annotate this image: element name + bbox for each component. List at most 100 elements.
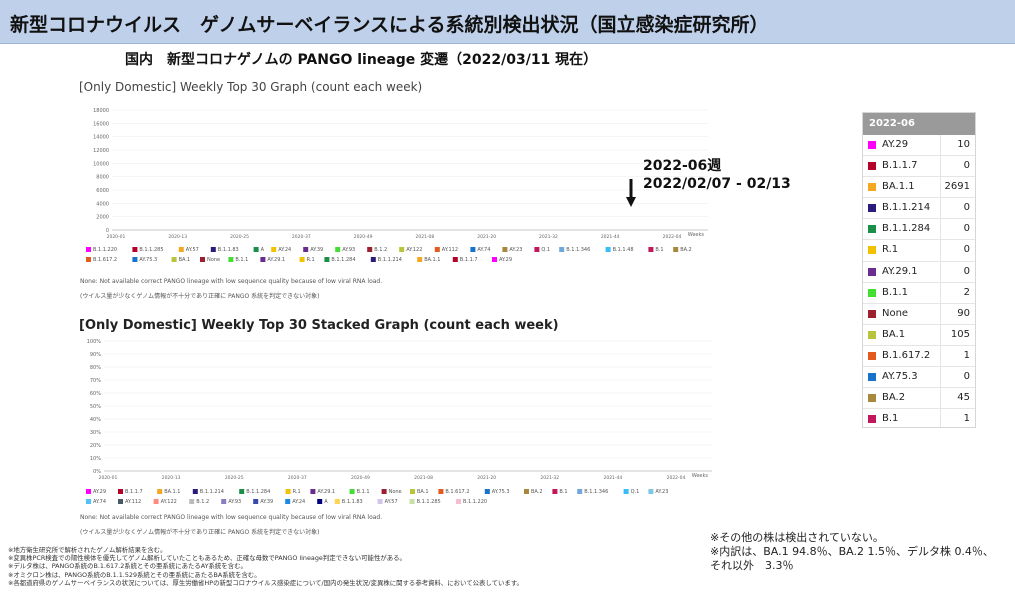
lineage-count: 0	[963, 160, 970, 172]
legend-swatch	[417, 257, 423, 262]
lineage-row: AY.29.1 0	[863, 261, 975, 283]
legend-swatch	[253, 247, 259, 252]
row-divider	[940, 367, 941, 389]
legend-swatch	[132, 247, 138, 252]
legend-label: BA.1.1	[164, 489, 180, 495]
legend-label: B.1.1.284	[246, 489, 270, 495]
lineage-name: B.1	[882, 413, 899, 425]
legend-swatch	[370, 257, 376, 262]
legend-label: B.1.1.48	[613, 247, 634, 253]
lineage-name: None	[882, 307, 909, 319]
lineage-row: R.1 0	[863, 240, 975, 262]
legend-swatch	[260, 257, 266, 262]
legend-swatch	[335, 247, 341, 252]
legend-label: BA.1.1	[424, 257, 440, 263]
y-tick-label: 10%	[90, 456, 101, 462]
annotation-range: 2022/02/07 - 02/13	[643, 176, 791, 192]
legend-label: B.1	[655, 247, 663, 253]
x-tick-label: 2020-13	[168, 234, 187, 240]
y-tick-label: 14000	[93, 135, 109, 141]
legend-label: B.1.1.83	[342, 499, 363, 505]
down-arrow-icon	[626, 179, 636, 207]
row-divider	[940, 409, 941, 427]
legend-label: B.1.1.214	[200, 489, 224, 495]
legend-swatch	[623, 489, 629, 494]
legend-swatch	[210, 247, 216, 252]
legend-label: B.1.617.2	[445, 489, 469, 495]
annotation-week: 2022-06週	[643, 158, 722, 174]
page-title: 新型コロナウイルス ゲノムサーベイランスによる系統別検出状況（国立感染症研究所）	[10, 14, 769, 36]
legend-label: R.1	[307, 257, 315, 263]
legend-swatch	[673, 247, 679, 252]
weekly-count-chart: 0 2000 4000 6000 8000 10000 12000 14000 16000 180…	[86, 108, 708, 263]
legend-swatch	[285, 499, 291, 504]
legend-swatch	[192, 489, 198, 494]
lineage-swatch	[868, 183, 876, 192]
legend-label: B.1.617.2	[93, 257, 117, 263]
lineage-swatch	[868, 330, 876, 339]
x-tick-label: 2020-01	[107, 234, 126, 240]
lineage-row: AY.29 10	[863, 135, 975, 157]
legend-swatch	[470, 247, 476, 252]
legend-swatch	[399, 247, 405, 252]
legend-swatch	[189, 499, 195, 504]
legend-swatch	[492, 257, 497, 262]
lineage-count: 1	[963, 349, 970, 361]
lineage-count: 1	[963, 413, 970, 425]
row-divider	[940, 345, 941, 367]
legend-label: B.1.1.7	[460, 257, 478, 263]
legend-label: AY.29.1	[317, 489, 335, 495]
legend-swatch	[648, 247, 654, 252]
y-tick-label: 70%	[90, 378, 101, 384]
lineage-swatch	[868, 394, 876, 403]
legend-swatch	[200, 257, 205, 262]
lineage-count: 0	[963, 202, 970, 214]
x-tick-label: 2021-44	[603, 475, 622, 481]
legend-label: B.1.1.346	[584, 489, 608, 495]
row-divider	[940, 282, 941, 304]
legend-label: AY.74	[477, 247, 490, 253]
legend-label: BA.2	[531, 489, 543, 495]
legend-swatch	[456, 499, 461, 504]
lineage-row: BA.1 105	[863, 324, 975, 346]
legend-label: Q.1	[631, 489, 640, 495]
y-tick-label: 0%	[93, 469, 101, 475]
x-tick-label: 2020-49	[351, 475, 370, 481]
legend-swatch	[409, 499, 415, 504]
y-tick-label: 40%	[90, 417, 101, 423]
breakdown-line: ※内訳は、BA.1 94.8％、BA.2 1.5％、デルタ株 0.4％、	[710, 545, 994, 558]
legend-label: AY.57	[385, 499, 398, 505]
legend-swatch	[434, 247, 440, 252]
row-divider	[940, 135, 941, 156]
footnote: ※変異株PCR検査での陽性検体を優先してゲノム解析していたこともあるため、正確な…	[8, 554, 406, 563]
legend-swatch	[605, 247, 611, 252]
week-annotation: 2022-06週 2022/02/07 - 02/13	[643, 157, 791, 193]
legend-swatch	[552, 489, 558, 494]
x-tick-label: 2020-25	[225, 475, 244, 481]
lineage-swatch	[868, 204, 876, 213]
header-bar: 新型コロナウイルス ゲノムサーベイランスによる系統別検出状況（国立感染症研究所）	[0, 0, 1015, 44]
chart1-note-en: None: Not available correct PANGO lineag…	[80, 278, 383, 285]
legend-swatch	[324, 257, 330, 262]
x-tick-label: 2021-20	[477, 475, 496, 481]
legend-swatch	[118, 489, 123, 494]
y-tick-label: 2000	[96, 215, 109, 221]
row-divider	[940, 198, 941, 220]
lineage-swatch	[868, 351, 876, 360]
legend-label: AY.39	[260, 499, 273, 505]
legend-label: B.1.1	[357, 489, 370, 495]
x-tick-label: 2021-08	[415, 234, 434, 240]
legend-swatch	[299, 257, 305, 262]
legend-label: A	[261, 247, 265, 253]
legend-label: AY.24	[278, 247, 291, 253]
legend-label: None	[207, 257, 220, 263]
y-tick-label: 100%	[87, 339, 102, 345]
lineage-swatch	[868, 373, 876, 382]
x-tick-label: 2020-25	[230, 234, 249, 240]
lineage-name: BA.1.1	[882, 181, 915, 193]
legend-swatch	[86, 499, 91, 504]
legend-label: AY.112	[125, 499, 141, 505]
lineage-swatch	[868, 267, 876, 276]
legend-label: B.1.1.220	[463, 499, 487, 505]
x-tick-label: 2021-20	[477, 234, 496, 240]
